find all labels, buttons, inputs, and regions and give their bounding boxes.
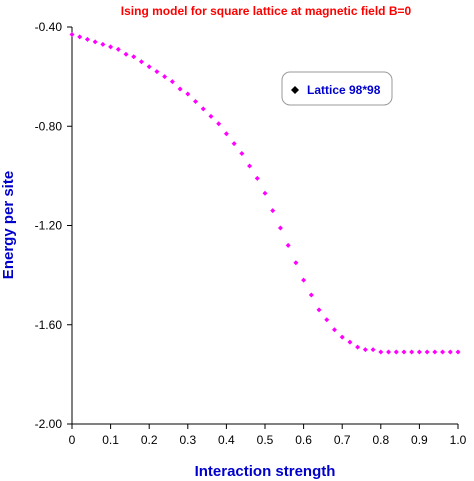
data-point — [100, 41, 106, 47]
y-tick-label: -2.00 — [35, 417, 63, 431]
data-point — [162, 74, 168, 80]
data-point — [331, 327, 337, 333]
data-point — [347, 339, 353, 345]
data-point — [262, 190, 268, 196]
data-point — [324, 317, 330, 323]
data-point — [115, 46, 121, 52]
data-point — [424, 349, 430, 355]
legend-box — [281, 71, 393, 106]
data-point — [455, 349, 461, 355]
legend: Lattice 98*98 — [281, 71, 393, 106]
data-point — [293, 260, 299, 266]
data-point — [223, 131, 229, 137]
y-ticks: -0.40 -0.80 -1.20 -1.60 -2.00 — [35, 20, 72, 431]
data-point — [69, 31, 75, 37]
data-point — [216, 121, 222, 127]
data-point — [92, 39, 98, 45]
data-point — [254, 175, 260, 181]
data-point — [239, 151, 245, 157]
data-point — [169, 79, 175, 85]
data-point — [108, 44, 114, 50]
data-point — [177, 86, 183, 92]
data-point — [301, 277, 307, 283]
data-point — [146, 64, 152, 70]
data-point — [285, 242, 291, 248]
y-tick-label: -1.60 — [35, 318, 63, 332]
data-point — [308, 292, 314, 298]
series-points — [69, 31, 461, 355]
legend-label: Lattice 98*98 — [307, 83, 381, 97]
data-point — [393, 349, 399, 355]
x-tick-label: 0.2 — [141, 433, 158, 447]
data-point — [123, 51, 129, 57]
data-point — [193, 98, 199, 104]
data-point — [316, 307, 322, 313]
data-point — [339, 334, 345, 340]
data-point — [370, 347, 376, 353]
data-point — [447, 349, 453, 355]
data-point — [138, 59, 144, 65]
x-tick-label: 0.3 — [179, 433, 196, 447]
data-point — [247, 163, 253, 169]
x-tick-label: 0.7 — [334, 433, 351, 447]
data-point — [401, 349, 407, 355]
x-tick-label: 0.8 — [372, 433, 389, 447]
data-point — [440, 349, 446, 355]
x-tick-label: 0 — [69, 433, 76, 447]
data-point — [131, 54, 137, 60]
data-point — [200, 106, 206, 112]
y-axis-title: Energy per site — [0, 171, 17, 279]
y-tick-label: -0.40 — [35, 20, 63, 34]
chart-title: Ising model for square lattice at magnet… — [121, 4, 412, 18]
y-tick-label: -1.20 — [35, 219, 63, 233]
legend-marker-icon — [291, 86, 299, 94]
data-point — [277, 225, 283, 231]
y-tick-label: -0.80 — [35, 119, 63, 133]
data-point — [416, 349, 422, 355]
data-point — [208, 113, 214, 119]
plot-area — [72, 27, 458, 424]
x-tick-label: 0.9 — [411, 433, 428, 447]
data-point — [409, 349, 415, 355]
data-point — [185, 91, 191, 97]
data-point — [355, 344, 361, 350]
x-tick-label: 0.6 — [295, 433, 312, 447]
data-point — [270, 208, 276, 214]
data-point — [362, 347, 368, 353]
x-tick-label: 0.5 — [257, 433, 274, 447]
data-point — [77, 34, 83, 40]
data-point — [378, 349, 384, 355]
data-point — [432, 349, 438, 355]
data-point — [84, 36, 90, 42]
data-point — [154, 69, 160, 75]
x-tick-label: 0.1 — [102, 433, 119, 447]
x-tick-label: 1.0 — [450, 433, 467, 447]
x-ticks: 0 0.1 0.2 0.3 0.4 0.5 0.6 0.7 0.8 0.9 1.0 — [69, 424, 467, 447]
x-tick-label: 0.4 — [218, 433, 235, 447]
data-point — [386, 349, 392, 355]
x-axis-title: Interaction strength — [195, 463, 336, 480]
data-point — [231, 141, 237, 147]
